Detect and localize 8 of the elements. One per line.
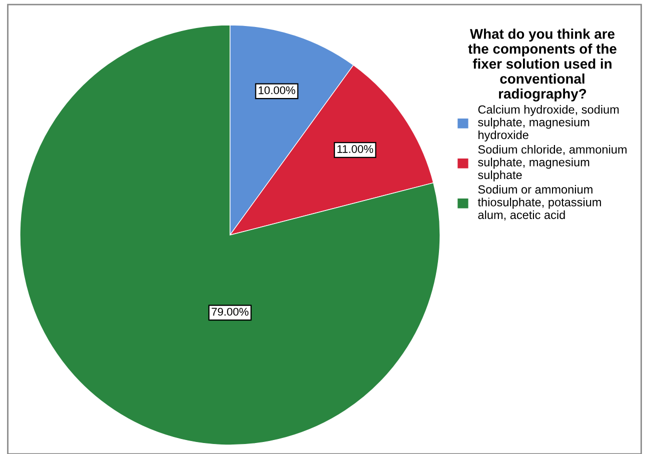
- data-label: 79.00%: [212, 308, 248, 316]
- legend-label: Calcium hydroxide, sodium sulphate, magnesium hydroxide: [478, 105, 619, 142]
- legend-label: Sodium or ammonium thiosulphate, potassium alum, acetic acid: [478, 184, 601, 220]
- legend-label: Sodium chloride, ammonium sulphate, magnesium sulphate: [478, 144, 627, 182]
- data-label: 11.00%: [337, 145, 374, 153]
- legend-title: What do you think are the components of the fixer solution used in conventional radiography?: [468, 28, 616, 102]
- data-label: 10.00%: [258, 86, 296, 94]
- pie-slice: [20, 24, 440, 446]
